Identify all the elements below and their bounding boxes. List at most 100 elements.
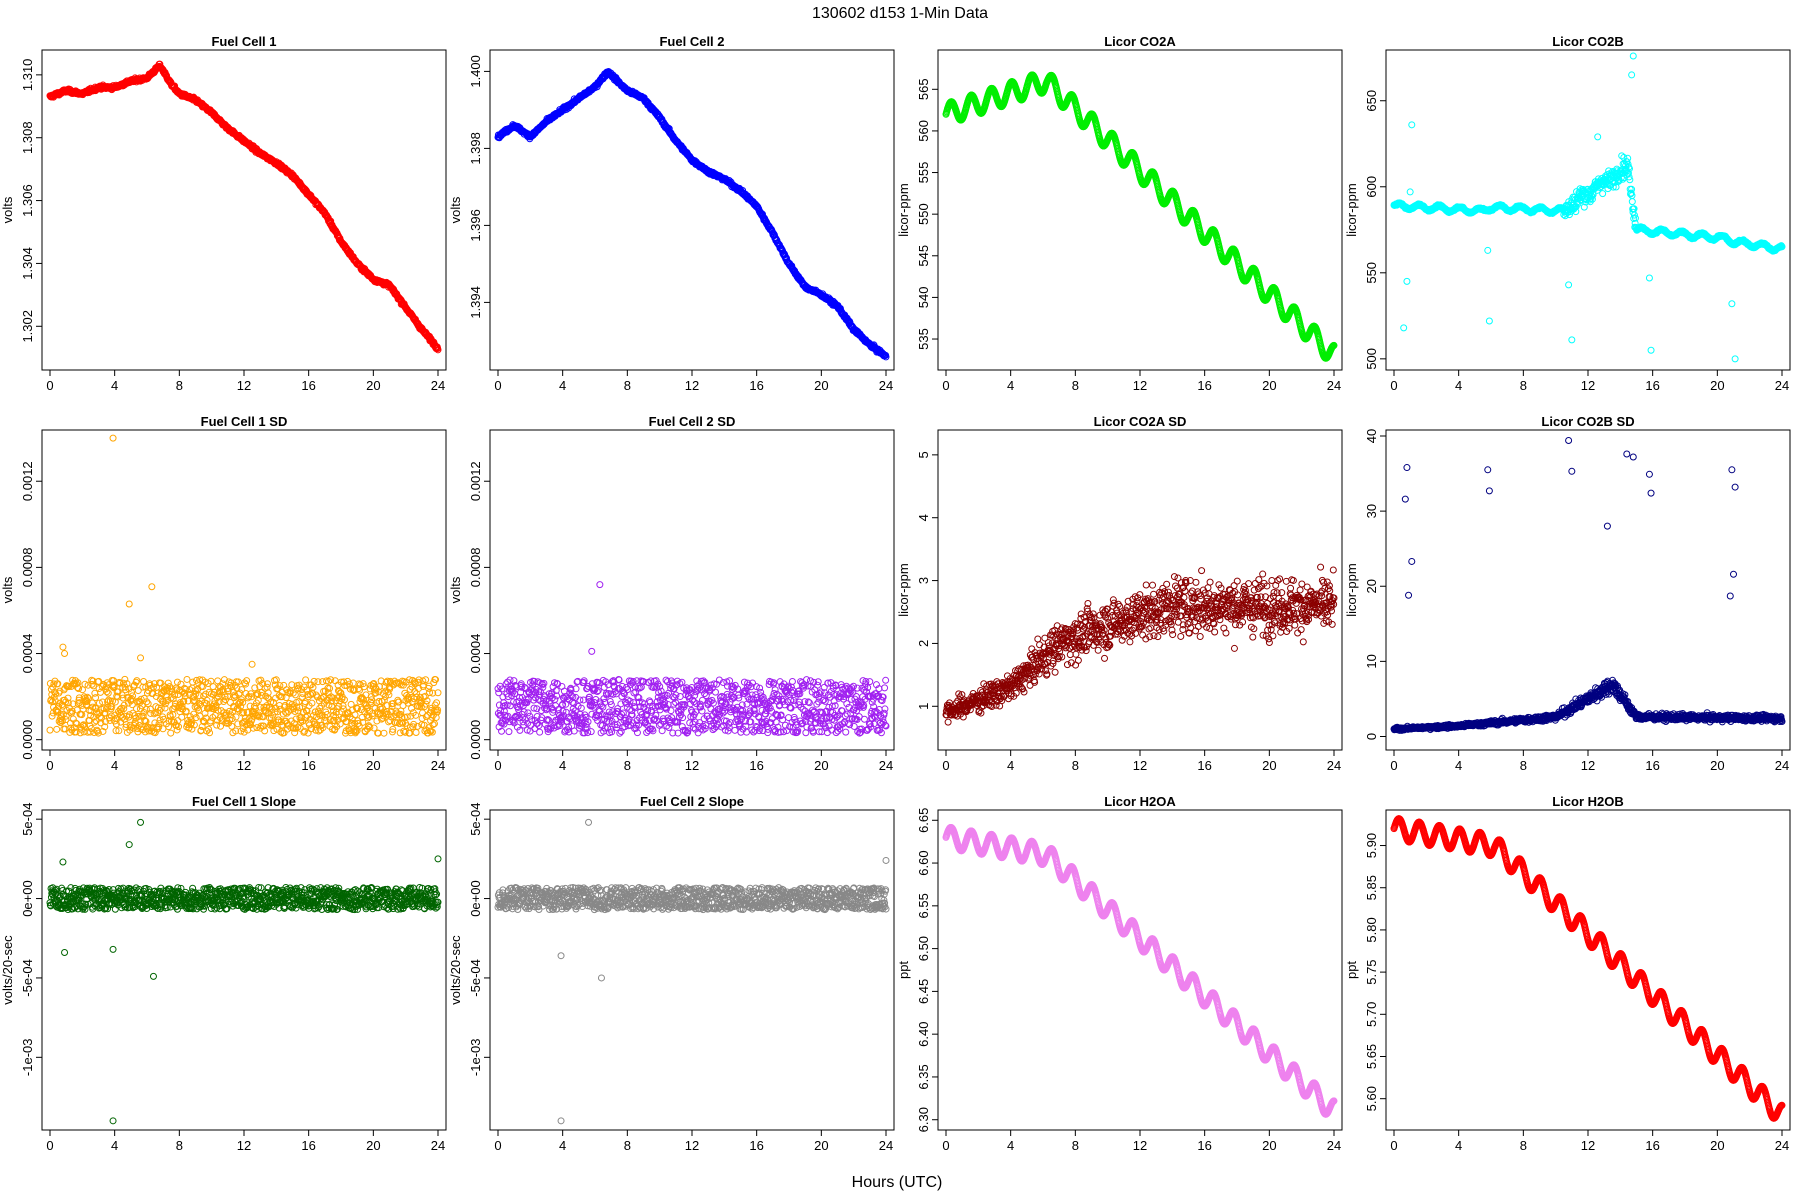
- y-axis-label: volts: [0, 576, 15, 603]
- y-tick-label: 555: [916, 162, 931, 184]
- x-tick-label: 0: [46, 758, 53, 773]
- x-tick-label: 8: [1520, 378, 1527, 393]
- x-tick-label: 16: [1645, 378, 1659, 393]
- panel-title: Fuel Cell 1 SD: [201, 414, 288, 429]
- y-tick-label: 500: [1364, 348, 1379, 370]
- y-axis-label: volts: [448, 196, 463, 223]
- y-tick-label: 1.394: [468, 286, 483, 319]
- x-tick-label: 8: [176, 378, 183, 393]
- data-point: [434, 346, 442, 354]
- data-point: [1628, 198, 1636, 206]
- x-tick-label: 20: [814, 378, 828, 393]
- x-tick-label: 12: [237, 378, 251, 393]
- data-point: [183, 675, 191, 683]
- outlier-point: [1484, 246, 1492, 254]
- x-tick-label: 24: [431, 378, 445, 393]
- y-tick-label: 1.396: [468, 209, 483, 242]
- y-tick-label: 1.306: [20, 184, 35, 217]
- x-tick-label: 4: [111, 378, 118, 393]
- y-tick-label: 1.304: [20, 247, 35, 280]
- panel-0: Fuel Cell 1 volts 0 4 8 12 16 20 24 1.302 1.304 1.3…: [0, 34, 447, 393]
- y-tick-label: 600: [1364, 176, 1379, 198]
- data-points: [1390, 52, 1786, 363]
- y-tick-label: 0.0000: [20, 720, 35, 760]
- panel-title: Licor CO2A: [1104, 34, 1176, 49]
- x-tick-label: 12: [1581, 378, 1595, 393]
- x-tick-label: 20: [1262, 378, 1276, 393]
- x-tick-label: 16: [301, 758, 315, 773]
- x-tick-label: 4: [559, 378, 566, 393]
- outlier-point: [1628, 71, 1636, 79]
- data-points: [494, 68, 890, 361]
- y-tick-label: 565: [916, 78, 931, 100]
- y-tick-label: 1.310: [20, 59, 35, 92]
- x-tick-label: 8: [1072, 378, 1079, 393]
- x-tick-label: 24: [1327, 378, 1341, 393]
- outlier-point: [1629, 52, 1637, 60]
- y-tick-label: 0.0012: [20, 461, 35, 501]
- y-tick-label: 535: [916, 328, 931, 350]
- x-tick-label: 16: [749, 378, 763, 393]
- outlier-point: [1568, 336, 1576, 344]
- x-tick-label: 4: [111, 758, 118, 773]
- y-tick-label: 1.302: [20, 310, 35, 343]
- y-tick-label: 650: [1364, 90, 1379, 112]
- x-tick-label: 0: [942, 378, 949, 393]
- x-tick-label: 4: [1455, 378, 1462, 393]
- x-tick-label: 20: [366, 378, 380, 393]
- y-tick-label: 1.400: [468, 55, 483, 88]
- outlier-point: [1400, 324, 1408, 332]
- x-tick-label: 4: [1007, 378, 1014, 393]
- y-tick-label: 545: [916, 245, 931, 267]
- outlier-point: [1406, 188, 1414, 196]
- data-point: [53, 725, 61, 733]
- x-tick-label: 16: [1197, 378, 1211, 393]
- outlier-point: [1485, 317, 1493, 325]
- x-tick-label: 20: [366, 758, 380, 773]
- y-tick-label: 550: [916, 203, 931, 225]
- y-tick-label: 0.0004: [20, 634, 35, 674]
- data-point: [178, 713, 186, 721]
- outlier-point: [1645, 274, 1653, 282]
- y-tick-label: 1.398: [468, 132, 483, 165]
- x-tick-label: 0: [1390, 378, 1397, 393]
- outlier-point: [1565, 281, 1573, 289]
- outlier-point: [1403, 277, 1411, 285]
- outlier-point: [1728, 300, 1736, 308]
- x-tick-label: 12: [685, 378, 699, 393]
- x-tick-label: 12: [1133, 378, 1147, 393]
- x-tick-label: 24: [879, 378, 893, 393]
- x-tick-label: 0: [494, 378, 501, 393]
- data-points: [46, 434, 442, 737]
- x-tick-label: 24: [1775, 378, 1789, 393]
- x-tick-label: 24: [431, 758, 445, 773]
- data-point: [1599, 190, 1607, 198]
- data-points: [46, 60, 442, 354]
- data-point: [92, 694, 100, 702]
- outlier-point: [1731, 355, 1739, 363]
- outlier-point: [1647, 346, 1655, 354]
- y-tick-label: 550: [1364, 262, 1379, 284]
- data-point: [46, 726, 54, 734]
- x-tick-label: 12: [237, 758, 251, 773]
- y-tick-label: 560: [916, 120, 931, 142]
- outlier-point: [1408, 121, 1416, 129]
- data-point: [140, 678, 148, 686]
- y-axis-label: licor-ppm: [896, 183, 911, 236]
- y-axis-label: volts: [0, 196, 15, 223]
- x-tick-label: 0: [46, 378, 53, 393]
- panel-title: Fuel Cell 1: [211, 34, 276, 49]
- panel-title: Fuel Cell 2: [659, 34, 724, 49]
- x-tick-label: 16: [301, 378, 315, 393]
- figure-title: 130602 d153 1-Min Data: [812, 5, 988, 22]
- y-tick-label: 1.308: [20, 121, 35, 154]
- y-tick-label: 540: [916, 287, 931, 309]
- plot-frame: [41, 49, 447, 371]
- y-axis-label: licor-ppm: [1344, 183, 1359, 236]
- panels-group: Fuel Cell 1 volts 0 4 8 12 16 20 24 1.302 1.304 1.3…: [0, 34, 1791, 1153]
- plot-frame: [489, 49, 895, 371]
